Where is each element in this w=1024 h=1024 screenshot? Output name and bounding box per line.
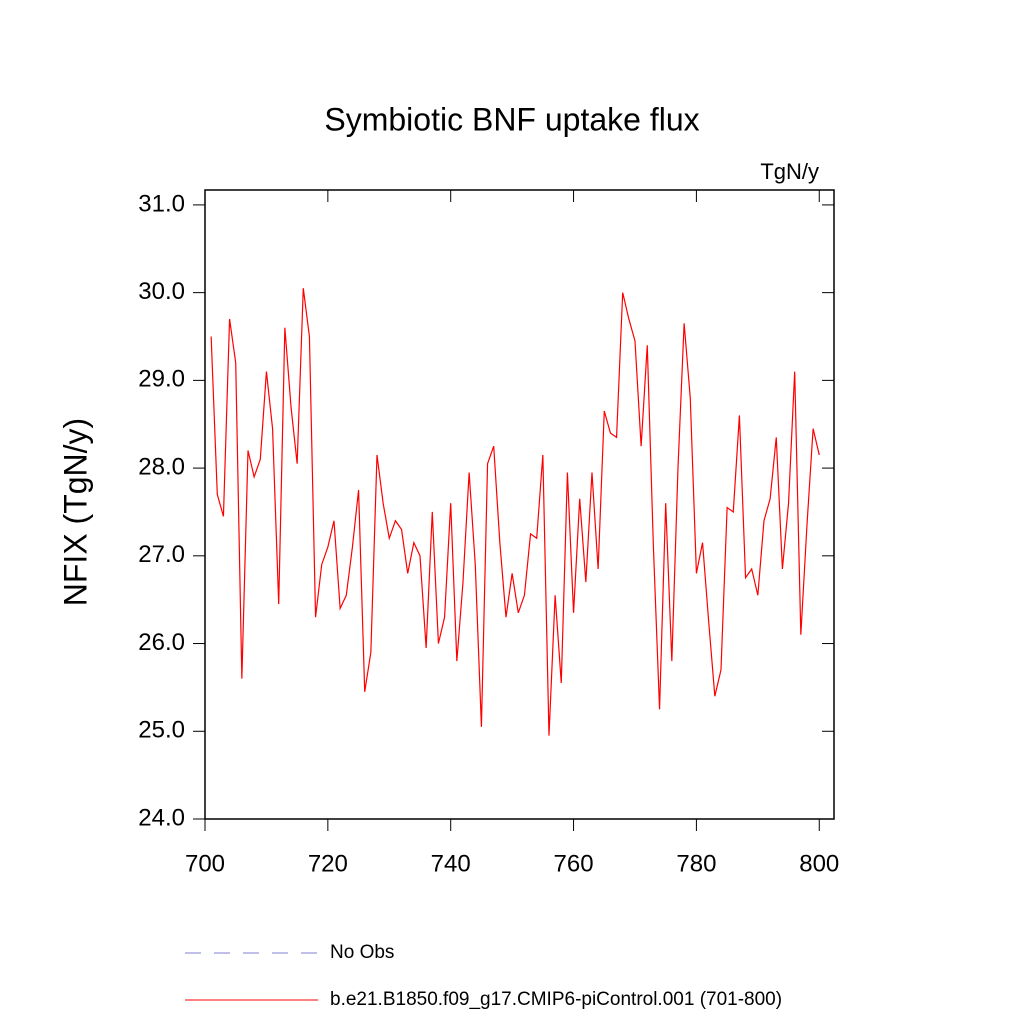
y-tick-label: 25.0 — [138, 717, 185, 744]
plot-frame — [204, 189, 835, 820]
units-label: TgN/y — [760, 159, 819, 184]
x-tick-label: 780 — [676, 850, 716, 877]
y-tick-label: 31.0 — [138, 190, 185, 217]
y-tick-label: 26.0 — [138, 629, 185, 656]
x-tick-label: 760 — [554, 850, 594, 877]
y-axis-label: NFIX (TgN/y) — [57, 418, 93, 606]
y-tick-label: 27.0 — [138, 541, 185, 568]
chart-title: Symbiotic BNF uptake flux — [324, 101, 699, 137]
x-tick-label: 740 — [431, 850, 471, 877]
data-line — [210, 288, 820, 736]
x-tick-label: 800 — [799, 850, 839, 877]
y-tick-label: 29.0 — [138, 366, 185, 393]
y-tick-label: 30.0 — [138, 278, 185, 305]
y-tick-label: 24.0 — [138, 804, 185, 831]
y-tick-label: 28.0 — [138, 453, 185, 480]
x-tick-label: 720 — [308, 850, 348, 877]
legend-label: No Obs — [330, 942, 394, 963]
x-tick-label: 700 — [185, 850, 225, 877]
legend-label: b.e21.B1850.f09_g17.CMIP6-piControl.001 … — [330, 989, 782, 1010]
